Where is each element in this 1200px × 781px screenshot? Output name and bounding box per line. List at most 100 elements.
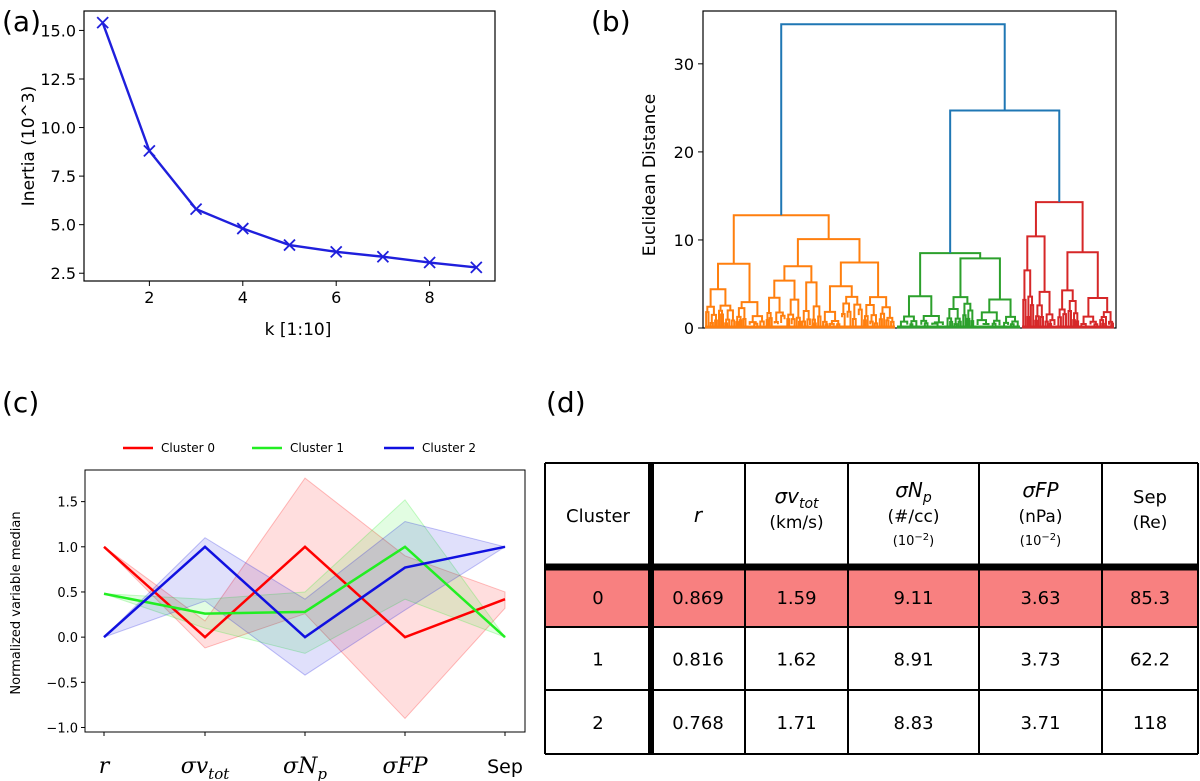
elbow-chart-x-label: k [1:10] bbox=[265, 320, 332, 340]
leaf-link bbox=[751, 315, 764, 323]
leaf-link bbox=[817, 315, 822, 328]
leaf-link bbox=[1045, 313, 1054, 322]
leaf-link bbox=[1027, 295, 1034, 317]
merge-link-green-red bbox=[949, 109, 1061, 254]
cluster-link bbox=[732, 214, 830, 264]
table-cell: 62.2 bbox=[1130, 650, 1170, 671]
leaf-link bbox=[787, 313, 795, 320]
dendrogram-y-label: Euclidean Distance bbox=[640, 94, 660, 257]
leaf-link bbox=[970, 320, 975, 328]
table-cell: 3.73 bbox=[1020, 650, 1060, 671]
table-header-unit: (#/cc) bbox=[888, 507, 940, 527]
leaf-link bbox=[823, 310, 837, 322]
leaf-link bbox=[870, 314, 877, 324]
leaf-link bbox=[795, 316, 801, 328]
leaf-link bbox=[805, 281, 818, 311]
leaf-link bbox=[719, 304, 732, 311]
leaf-link bbox=[768, 317, 773, 328]
y-tick-label: 10.0 bbox=[40, 119, 76, 138]
leaf-link bbox=[726, 309, 734, 321]
table-cell: 3.71 bbox=[1020, 713, 1060, 734]
leaf-link bbox=[822, 320, 828, 326]
x-category-label: σFP bbox=[382, 754, 428, 779]
leaf-link bbox=[948, 307, 959, 319]
leaf-link bbox=[863, 315, 869, 328]
leaf-link bbox=[765, 319, 770, 328]
leaf-link bbox=[1075, 320, 1080, 328]
y-tick-label: 10 bbox=[674, 231, 694, 250]
highlighted-row-bg bbox=[545, 567, 1198, 627]
leaf-link bbox=[773, 320, 779, 325]
y-tick-label: 5.0 bbox=[51, 216, 76, 235]
table-header-unit: (km/s) bbox=[769, 513, 823, 533]
cluster-link bbox=[919, 252, 982, 297]
table-header-main: σFP bbox=[1022, 478, 1059, 502]
leaf-link bbox=[773, 279, 796, 300]
marker-stroke bbox=[330, 245, 343, 258]
leaf-link bbox=[899, 320, 909, 326]
leaf-link bbox=[1080, 323, 1087, 327]
table-cell: 118 bbox=[1133, 713, 1167, 734]
leaf-link bbox=[736, 315, 742, 323]
leaf-link bbox=[768, 296, 781, 314]
leaf-link bbox=[922, 315, 940, 323]
leaf-link bbox=[1003, 321, 1010, 326]
table-header-scale: (10−2) bbox=[1020, 532, 1061, 549]
panel-label-b: (b) bbox=[591, 5, 631, 38]
leaf-link bbox=[839, 261, 880, 298]
table-header-main: r bbox=[694, 503, 704, 527]
y-tick-label: 1.5 bbox=[57, 496, 78, 511]
leaf-link bbox=[988, 298, 1012, 317]
data-point-marker bbox=[470, 261, 483, 274]
marker-stroke bbox=[423, 256, 436, 269]
dendrogram-frame bbox=[702, 10, 1117, 329]
data-point-marker bbox=[236, 222, 249, 235]
leaf-link bbox=[812, 305, 821, 320]
legend-label: Cluster 1 bbox=[290, 441, 344, 455]
leaf-link bbox=[857, 308, 863, 328]
leaf-link bbox=[931, 322, 939, 326]
table-cell: 1 bbox=[592, 650, 603, 671]
table-cell: 3.63 bbox=[1020, 588, 1060, 609]
leaf-link bbox=[869, 320, 874, 328]
leaf-link bbox=[740, 301, 759, 317]
table-cell: 0.816 bbox=[672, 650, 724, 671]
marker-stroke bbox=[236, 222, 249, 235]
leaf-link bbox=[1036, 304, 1043, 318]
marker-stroke bbox=[283, 238, 296, 252]
y-tick-label: 30 bbox=[674, 55, 694, 74]
leaf-link bbox=[890, 320, 895, 328]
dendrogram-chart: Euclidean Distance 0 10 20 30 bbox=[640, 10, 1117, 338]
table-cell: 2 bbox=[592, 713, 603, 734]
leaf-link bbox=[1049, 319, 1056, 325]
leaf-link bbox=[851, 318, 857, 328]
leaf-link bbox=[737, 307, 746, 319]
leaf-link bbox=[1061, 289, 1074, 310]
x-tick-label: 4 bbox=[238, 288, 248, 307]
leaf-link bbox=[806, 318, 811, 328]
x-category-label: r bbox=[99, 754, 111, 779]
data-point-marker bbox=[376, 250, 390, 263]
leaf-link bbox=[982, 322, 990, 326]
elbow-chart: k [1:10] Inertia (10^3) 2 4 6 8 2.5 5.0 7.5 10.… bbox=[19, 10, 496, 340]
leaf-link bbox=[709, 321, 714, 328]
marker-stroke bbox=[376, 250, 390, 263]
leaf-link bbox=[706, 305, 715, 315]
legend-label: Cluster 0 bbox=[161, 441, 215, 455]
leaf-link bbox=[1029, 304, 1035, 328]
data-point-marker bbox=[96, 16, 109, 29]
y-tick-label: 12.5 bbox=[40, 70, 76, 89]
leaf-link bbox=[1023, 269, 1032, 300]
elbow-chart-frame bbox=[83, 10, 496, 282]
y-tick-label: 0 bbox=[684, 319, 694, 338]
table-header-unit: (Re) bbox=[1133, 513, 1168, 533]
leaf-link bbox=[907, 295, 933, 317]
leaf-link bbox=[717, 262, 751, 303]
leaf-link bbox=[1082, 315, 1095, 325]
table-cell: 0 bbox=[592, 588, 603, 609]
merge-link-root bbox=[780, 23, 1006, 216]
leaf-link bbox=[742, 317, 747, 328]
x-tick-label: 2 bbox=[144, 288, 154, 307]
leaf-link bbox=[709, 288, 727, 307]
leaf-link bbox=[1022, 298, 1027, 328]
